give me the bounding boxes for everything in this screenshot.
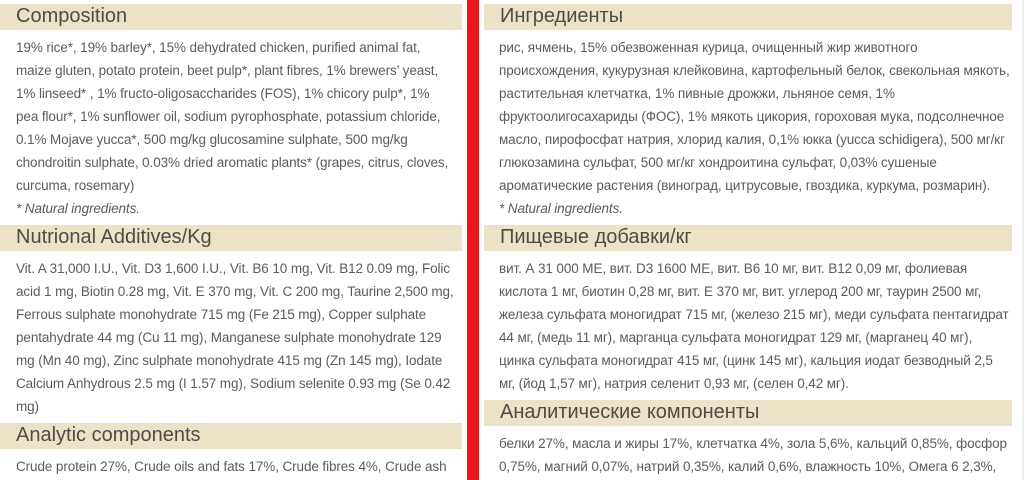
food-additives-ru-title: Пищевые добавки/кг (484, 225, 1012, 251)
section-analytic-components: Analytic components Crude protein 27%, C… (0, 423, 467, 480)
ingredients-ru-title: Ингредиенты (484, 4, 1012, 30)
ingredients-ru-body: рис, ячмень, 15% обезвоженная курица, оч… (499, 40, 1010, 193)
analytical-components-ru-title: Аналитические компоненты (484, 400, 1012, 426)
section-analytical-components-ru: Аналитические компоненты белки 27%, масл… (479, 400, 1022, 480)
composition-column-en: Composition 19% rice*, 19% barley*, 15% … (0, 0, 467, 480)
section-composition: Composition 19% rice*, 19% barley*, 15% … (0, 4, 467, 220)
analytic-components-body: Crude protein 27%, Crude oils and fats 1… (16, 459, 447, 474)
natural-ingredients-note-en: * Natural ingredients. (16, 201, 140, 216)
section-food-additives-ru: Пищевые добавки/кг вит. А 31 000 МЕ, вит… (479, 225, 1022, 395)
nutritional-additives-title: Nutrional Additives/Kg (0, 225, 462, 251)
analytic-components-title: Analytic components (0, 423, 462, 449)
food-additives-ru-body: вит. А 31 000 МЕ, вит. D3 1600 МЕ, вит. … (499, 261, 1009, 391)
section-nutritional-additives: Nutrional Additives/Kg Vit. A 31,000 I.U… (0, 225, 467, 418)
nutritional-additives-body: Vit. A 31,000 I.U., Vit. D3 1,600 I.U., … (16, 261, 454, 414)
composition-column-ru: Ингредиенты рис, ячмень, 15% обезвоженна… (479, 0, 1022, 480)
analytical-components-ru-body: белки 27%, масла и жиры 17%, клетчатка 4… (499, 436, 1007, 474)
natural-ingredients-note-ru: * Natural ingredients. (499, 201, 623, 216)
composition-title: Composition (0, 4, 462, 30)
section-ingredients-ru: Ингредиенты рис, ячмень, 15% обезвоженна… (479, 4, 1022, 220)
composition-body: 19% rice*, 19% barley*, 15% dehydrated c… (16, 40, 449, 193)
red-divider (467, 0, 479, 480)
